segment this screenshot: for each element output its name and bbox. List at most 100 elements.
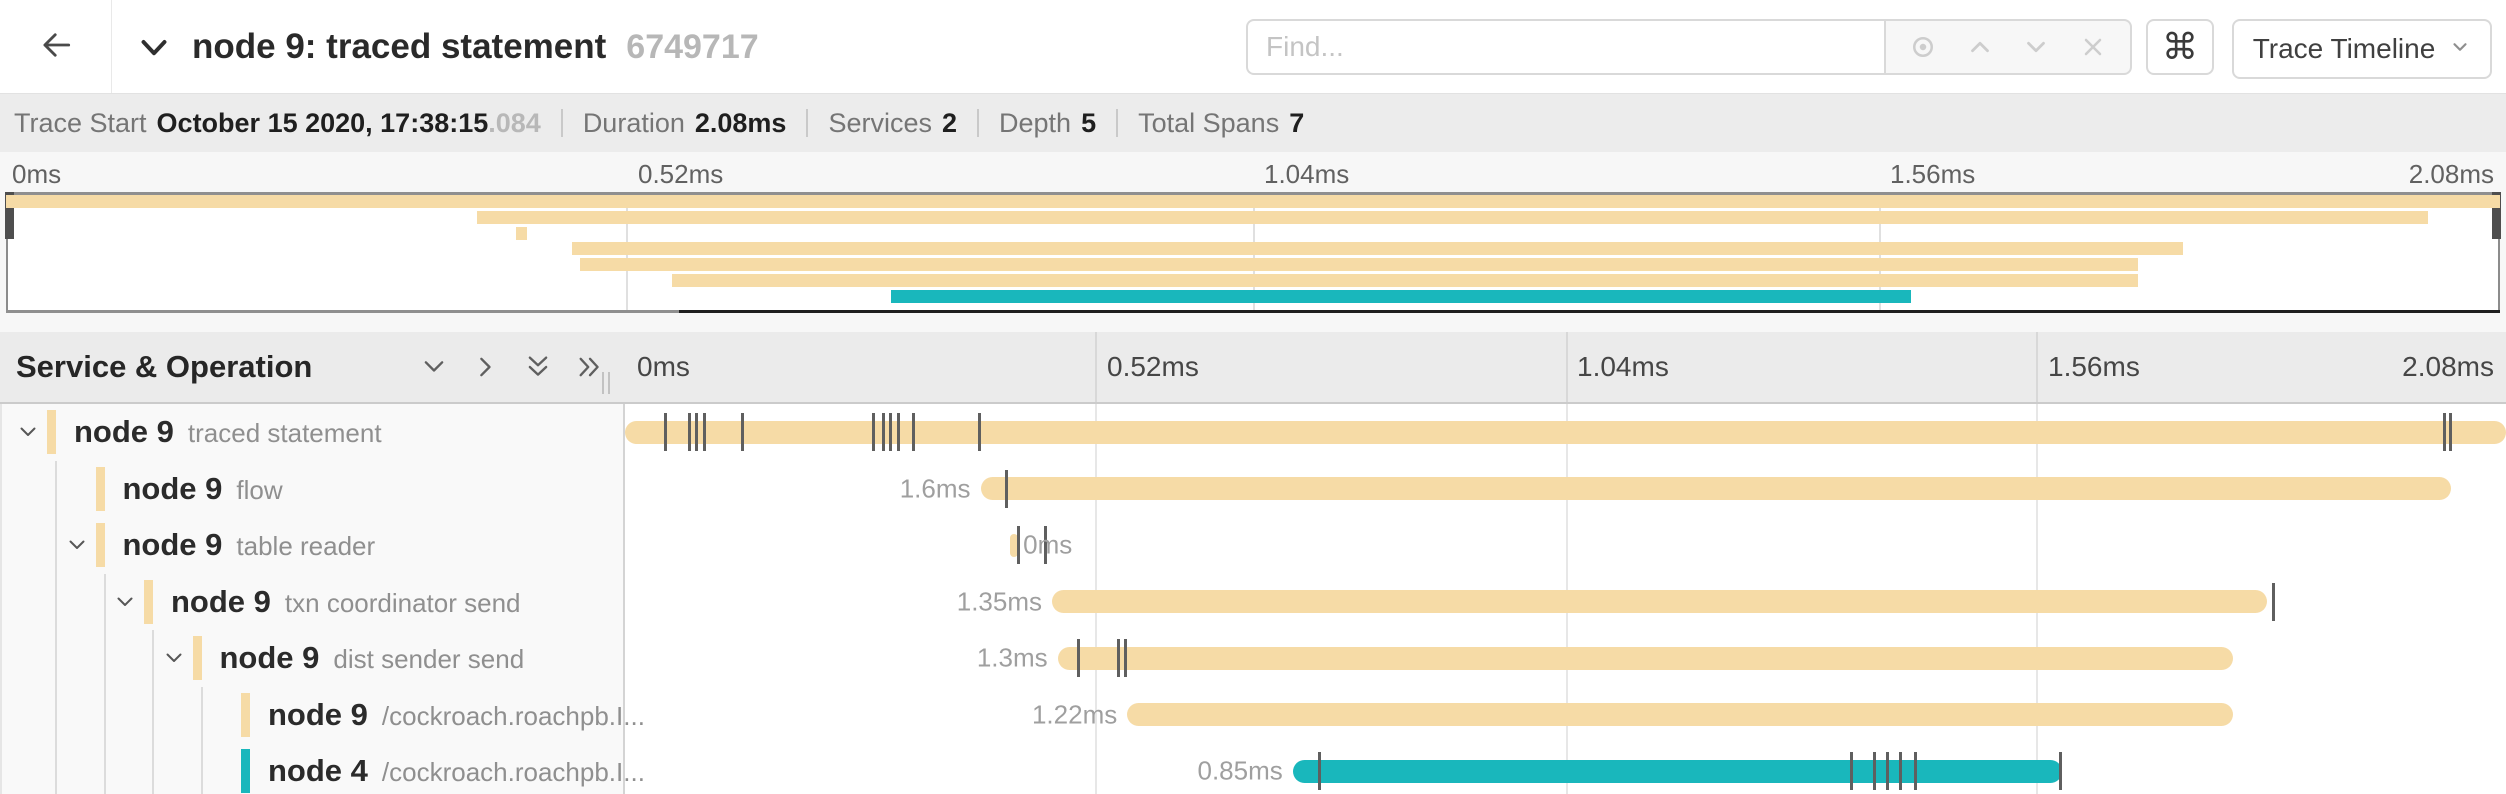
depth-value: 5 xyxy=(1081,107,1097,138)
services-label: Services xyxy=(828,107,932,138)
span-log-marker[interactable] xyxy=(872,413,876,451)
minimap-right-edge xyxy=(2498,195,2500,310)
find-input[interactable] xyxy=(1246,19,1884,75)
clear-find-icon[interactable] xyxy=(2073,27,2113,67)
span-row[interactable]: node 9 table reader 0ms xyxy=(0,517,2506,574)
span-log-marker[interactable] xyxy=(2271,582,2275,621)
service-operation-header: Service & Operation xyxy=(16,349,313,384)
span-log-marker[interactable] xyxy=(740,413,744,451)
span-log-marker[interactable] xyxy=(881,413,885,451)
span-log-marker[interactable] xyxy=(1124,639,1128,677)
span-duration-bar[interactable] xyxy=(1292,759,2063,783)
span-log-marker[interactable] xyxy=(1044,526,1048,564)
span-duration-label: 1.22ms xyxy=(1031,699,1118,730)
timeline-tick-0: 0ms xyxy=(637,351,690,382)
span-log-marker[interactable] xyxy=(2442,413,2446,451)
span-log-marker[interactable] xyxy=(1886,752,1890,790)
span-log-marker[interactable] xyxy=(1850,752,1854,790)
tree-guide-line xyxy=(55,573,57,630)
trace-start-value: October 15 2020, 17:38:15.084 xyxy=(156,107,541,138)
page-title: node 9: traced statement 6749717 xyxy=(192,0,759,93)
chevron-down-icon xyxy=(2449,33,2471,65)
span-log-marker[interactable] xyxy=(896,413,900,451)
span-log-marker[interactable] xyxy=(2448,413,2452,451)
span-service-name: node 4/cockroach.roachpb.I... xyxy=(268,753,645,789)
trace-minimap: 0ms 0.52ms 1.04ms 1.56ms 2.08ms xyxy=(0,152,2506,332)
span-log-marker[interactable] xyxy=(911,413,915,451)
span-service-name: node 9 traced statement xyxy=(74,414,382,450)
span-duration-bar[interactable] xyxy=(1051,590,2268,614)
keyboard-shortcuts-button[interactable]: ⌘ xyxy=(2146,19,2214,75)
left-page-border xyxy=(0,404,2,794)
duration-value: 2.08ms xyxy=(694,107,787,138)
find-prev-icon[interactable] xyxy=(1960,27,2000,67)
span-log-marker[interactable] xyxy=(687,413,691,451)
span-log-marker[interactable] xyxy=(1017,526,1021,564)
span-duration-bar[interactable] xyxy=(625,420,2506,444)
span-rows: node 9 traced statement node 9 flow 1.6ms nod… xyxy=(0,404,2506,794)
span-log-marker[interactable] xyxy=(703,413,706,451)
expand-all-double-icon[interactable] xyxy=(576,353,604,381)
span-log-marker[interactable] xyxy=(1899,752,1903,790)
span-log-marker[interactable] xyxy=(1318,752,1322,790)
find-next-icon[interactable] xyxy=(2016,27,2056,67)
span-log-marker[interactable] xyxy=(2059,752,2063,790)
minimap-span-bar xyxy=(516,226,528,240)
span-log-marker[interactable] xyxy=(695,413,699,451)
span-log-marker[interactable] xyxy=(1077,639,1081,677)
tree-guide-line xyxy=(55,630,57,687)
focus-target-icon[interactable] xyxy=(1903,27,1943,67)
collapse-all-icon[interactable] xyxy=(420,353,448,381)
span-row[interactable]: node 4/cockroach.roachpb.I... 0.85ms xyxy=(0,743,2506,794)
span-log-marker[interactable] xyxy=(1872,752,1876,790)
span-operation-name: txn coordinator send xyxy=(284,587,521,618)
span-expand-chevron-icon[interactable] xyxy=(16,420,40,444)
span-row[interactable]: node 9/cockroach.roachpb.I... 1.22ms xyxy=(0,686,2506,743)
collapse-all-double-icon[interactable] xyxy=(524,353,552,381)
span-expand-chevron-icon[interactable] xyxy=(162,646,186,670)
trace-view-dropdown[interactable]: Trace Timeline xyxy=(2232,19,2492,79)
span-row[interactable]: node 9 dist sender send 1.3ms xyxy=(0,630,2506,687)
find-addon-group xyxy=(1884,19,2132,75)
span-service-name: node 9/cockroach.roachpb.I... xyxy=(268,696,645,732)
span-duration-bar[interactable] xyxy=(1057,646,2234,670)
span-log-marker[interactable] xyxy=(663,413,667,451)
service-color-bar xyxy=(241,749,250,793)
span-log-marker[interactable] xyxy=(1004,469,1008,508)
back-button[interactable] xyxy=(0,0,112,93)
trace-start-ms-suffix: .084 xyxy=(488,107,541,138)
span-duration-bar[interactable] xyxy=(1009,533,1019,557)
span-log-marker[interactable] xyxy=(1914,752,1918,790)
span-expand-chevron-icon[interactable] xyxy=(113,590,137,614)
span-expand-chevron-icon[interactable] xyxy=(65,533,89,557)
service-color-bar xyxy=(192,636,202,680)
minimap-tick-0: 0ms xyxy=(12,159,62,189)
minimap-left-scrub-handle[interactable] xyxy=(5,192,14,239)
minimap-right-scrub-handle[interactable] xyxy=(2492,192,2501,239)
span-row[interactable]: node 9 txn coordinator send 1.35ms xyxy=(0,573,2506,630)
span-log-marker[interactable] xyxy=(889,413,893,451)
span-log-marker[interactable] xyxy=(977,413,981,451)
find-group xyxy=(1246,19,2132,75)
span-operation-name: /cockroach.roachpb.I... xyxy=(381,700,645,731)
column-divider[interactable] xyxy=(623,404,625,794)
tree-guide-line xyxy=(152,630,154,687)
timeline-tick-2: 1.04ms xyxy=(1577,351,1669,382)
timeline-header: Service & Operation 0ms 0.52ms 1.04ms 1.… xyxy=(0,332,2506,404)
span-row[interactable]: node 9 flow 1.6ms xyxy=(0,460,2506,517)
span-duration-bar[interactable] xyxy=(980,477,2452,501)
minimap-span-bar xyxy=(579,258,2139,272)
minimap-bottom-border xyxy=(679,310,2500,313)
span-log-marker[interactable] xyxy=(1116,639,1120,677)
tree-guide-line xyxy=(55,743,57,794)
expand-one-icon[interactable] xyxy=(472,353,500,381)
trace-name: node 9: traced statement xyxy=(192,27,607,66)
column-resizer-grip[interactable] xyxy=(602,372,612,394)
summary-divider xyxy=(977,109,980,137)
span-row[interactable]: node 9 traced statement xyxy=(0,404,2506,461)
collapse-title-chevron-icon[interactable] xyxy=(134,28,174,68)
service-color-bar xyxy=(95,523,105,567)
span-duration-bar[interactable] xyxy=(1127,703,2234,727)
minimap-viewport[interactable] xyxy=(5,192,2501,313)
